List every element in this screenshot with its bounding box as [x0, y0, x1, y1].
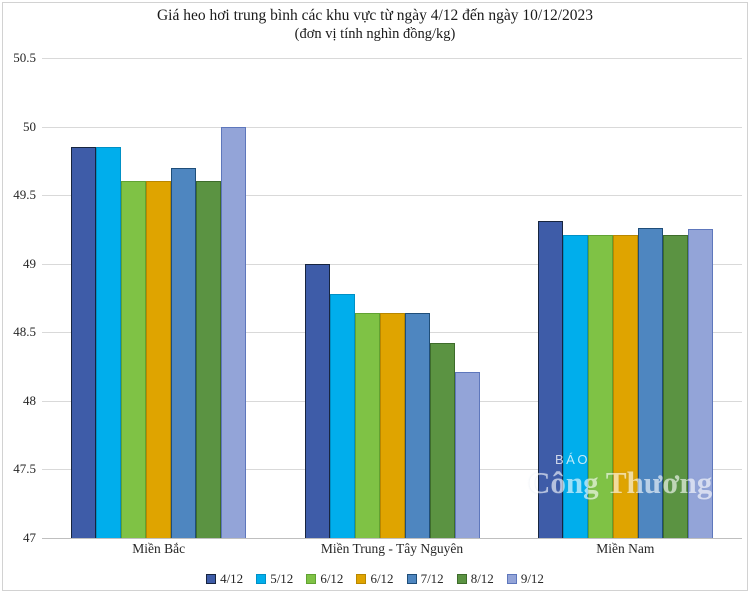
legend-item: 8/12: [456, 571, 494, 587]
legend-item: 4/12: [206, 571, 243, 587]
gridline: [42, 58, 742, 59]
gridline: [42, 263, 742, 265]
legend-label: 9/12: [520, 571, 544, 586]
x-axis-line: [42, 538, 742, 539]
bar-4-12-1: [71, 147, 97, 538]
legend-swatch-icon: [456, 574, 467, 584]
gridline: [42, 126, 742, 128]
title-block: Giá heo hơi trung bình các khu vực từ ng…: [0, 6, 750, 43]
bar-7-12-1: [171, 167, 197, 538]
y-axis-tick-label: 47.5: [13, 461, 36, 477]
y-axis-tick-label: 48: [23, 392, 36, 408]
y-axis-tick-label: 50.5: [13, 50, 36, 65]
bar-6-12-1: [146, 181, 172, 538]
bar-5-12-2: [329, 293, 355, 538]
bar-9-12-2: [454, 372, 480, 538]
bar-8-12-1: [196, 181, 222, 538]
x-axis-category-label: Miền Trung - Tây Nguyên: [320, 541, 464, 556]
bar-6-12-2: [379, 313, 405, 538]
bar-9-12-1: [221, 126, 247, 538]
bar-6-12-2: [354, 313, 380, 538]
legend-item: 9/12: [506, 571, 544, 587]
legend-item: 5/12: [256, 571, 293, 587]
bar-8-12-2: [429, 343, 455, 538]
plot-area: [42, 58, 742, 539]
legend-swatch-icon: [506, 574, 517, 584]
bar-4-12-3: [537, 221, 563, 538]
chart-title: Giá heo hơi trung bình các khu vực từ ng…: [156, 7, 594, 24]
legend-item: 6/12: [306, 571, 343, 587]
y-axis-tick-label: 49: [23, 255, 36, 271]
bar-9-12-3: [687, 229, 713, 538]
bar-5-12-3: [562, 234, 588, 538]
legend-item: 7/12: [406, 571, 444, 587]
legend-swatch-icon: [206, 574, 217, 584]
legend-swatch-icon: [306, 574, 317, 584]
bar-7-12-2: [404, 313, 430, 538]
legend-item: 6/12: [356, 571, 394, 587]
bar-4-12-2: [304, 263, 330, 538]
chart-subtitle: (đơn vị tính nghìn đồng/kg): [294, 26, 456, 42]
bar-6-12-1: [121, 181, 147, 538]
y-axis-tick-label: 49.5: [13, 187, 36, 203]
bar-7-12-3: [637, 228, 663, 538]
bar-6-12-3: [587, 234, 613, 538]
legend-label: 5/12: [270, 571, 294, 586]
x-axis-category-label: Miền Bắc: [132, 541, 186, 556]
bar-6-12-3: [612, 234, 638, 538]
legend: 4/12 5/12 6/12 6/12 7/12 8/12 9/12: [0, 571, 750, 587]
gridline: [42, 195, 742, 197]
bar-5-12-1: [96, 147, 122, 538]
legend-label: 4/12: [220, 571, 244, 586]
bar-8-12-3: [662, 234, 688, 538]
legend-label: 6/12: [370, 571, 394, 586]
legend-label: 8/12: [470, 571, 494, 586]
y-axis-tick-label: 47: [23, 530, 36, 545]
legend-label: 7/12: [420, 571, 444, 586]
legend-swatch-icon: [406, 574, 417, 584]
y-axis-tick-label: 50: [23, 118, 36, 134]
y-axis-tick-label: 48.5: [13, 324, 36, 340]
legend-label: 6/12: [320, 571, 344, 586]
legend-swatch-icon: [256, 574, 267, 584]
legend-swatch-icon: [356, 574, 367, 584]
x-axis-category-label: Miền Nam: [596, 541, 655, 556]
